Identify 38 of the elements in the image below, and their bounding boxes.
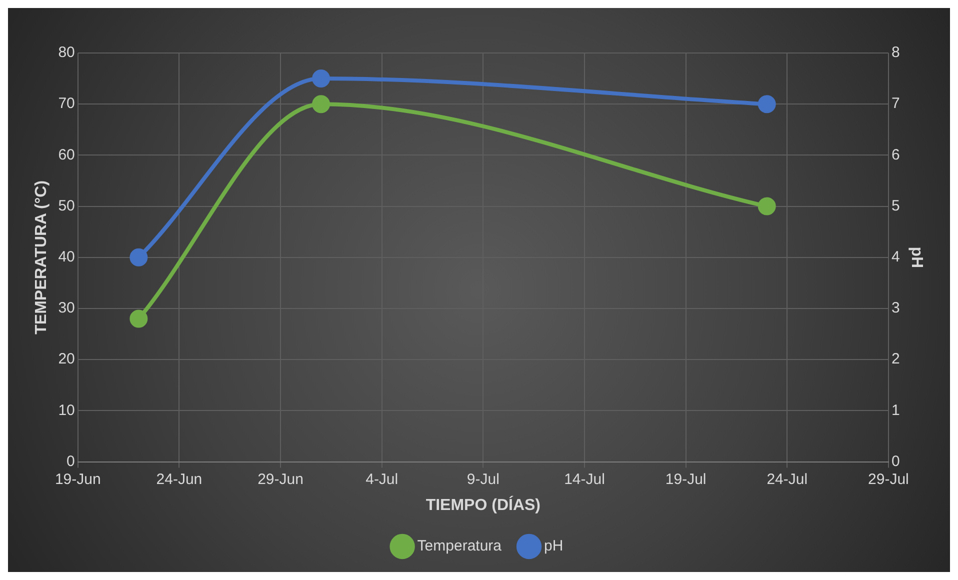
legend-label: pH xyxy=(544,538,564,555)
y2-tick-label: 5 xyxy=(891,197,900,214)
y2-tick-label: 4 xyxy=(891,248,900,266)
point xyxy=(312,95,330,114)
y-tick-label: 20 xyxy=(58,350,75,368)
y-tick-label: 70 xyxy=(58,95,75,112)
y2-tick-label: 0 xyxy=(891,452,900,470)
y-tick-label: 10 xyxy=(58,402,75,419)
y2-tick-label: 2 xyxy=(891,350,900,368)
y-tick-label: 60 xyxy=(58,146,75,164)
point xyxy=(130,310,148,328)
x-tick-label: 24-Jun xyxy=(156,470,202,488)
y2-tick-label: 6 xyxy=(891,146,900,164)
x-tick-label: 29-Jul xyxy=(868,470,909,488)
y-tick-label: 30 xyxy=(58,300,75,317)
point xyxy=(130,248,148,266)
x-tick-label: 24-Jul xyxy=(766,470,808,488)
x-axis-title: TIEMPO (DÍAS) xyxy=(426,494,541,514)
y-tick-label: 0 xyxy=(66,452,75,470)
y-tick-label: 80 xyxy=(58,44,75,62)
point xyxy=(312,70,330,88)
y2-tick-label: 8 xyxy=(891,44,900,62)
x-tick-label: 29-Jun xyxy=(258,470,304,488)
x-tick-label: 19-Jul xyxy=(665,470,706,488)
y2-tick-label: 7 xyxy=(891,95,900,112)
x-tick-label: 14-Jul xyxy=(564,470,605,488)
point xyxy=(758,95,776,114)
y2-axis-title: pH xyxy=(908,246,925,268)
legend-label: Temperatura xyxy=(417,538,502,555)
y-tick-label: 50 xyxy=(58,197,75,214)
y-tick-label: 40 xyxy=(58,248,75,266)
point xyxy=(758,197,776,216)
x-tick-label: 19-Jun xyxy=(54,470,101,488)
x-tick-label: 4-Jul xyxy=(366,470,398,488)
y-axis-title: TEMPERATURA (°C) xyxy=(33,180,50,334)
y2-tick-label: 3 xyxy=(891,300,900,317)
x-tick-label: 9-Jul xyxy=(466,470,500,488)
y2-tick-label: 1 xyxy=(891,402,900,419)
